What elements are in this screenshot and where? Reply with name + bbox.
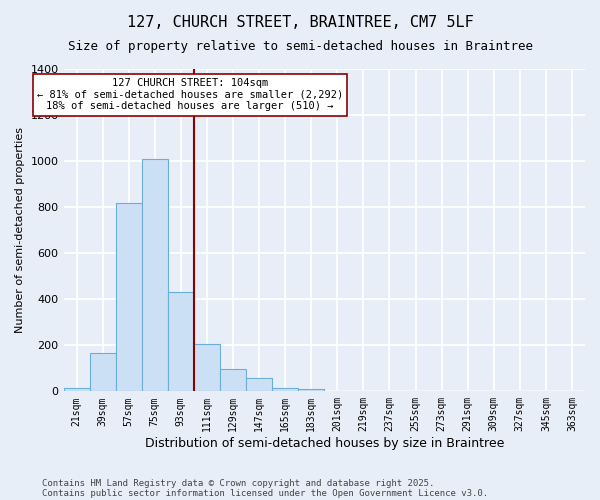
Text: Size of property relative to semi-detached houses in Braintree: Size of property relative to semi-detach…	[67, 40, 533, 53]
Bar	[168, 292, 194, 392]
Text: Contains public sector information licensed under the Open Government Licence v3: Contains public sector information licen…	[42, 488, 488, 498]
Bar	[220, 370, 246, 392]
Bar	[142, 159, 168, 392]
Bar	[64, 388, 89, 392]
Bar	[116, 202, 142, 392]
Bar	[194, 344, 220, 392]
Bar	[246, 378, 272, 392]
Bar	[298, 389, 324, 392]
Text: Contains HM Land Registry data © Crown copyright and database right 2025.: Contains HM Land Registry data © Crown c…	[42, 478, 434, 488]
Text: 127, CHURCH STREET, BRAINTREE, CM7 5LF: 127, CHURCH STREET, BRAINTREE, CM7 5LF	[127, 15, 473, 30]
Text: 127 CHURCH STREET: 104sqm
← 81% of semi-detached houses are smaller (2,292)
18% : 127 CHURCH STREET: 104sqm ← 81% of semi-…	[37, 78, 343, 112]
Bar	[272, 388, 298, 392]
X-axis label: Distribution of semi-detached houses by size in Braintree: Distribution of semi-detached houses by …	[145, 437, 504, 450]
Y-axis label: Number of semi-detached properties: Number of semi-detached properties	[15, 127, 25, 333]
Bar	[89, 354, 116, 392]
